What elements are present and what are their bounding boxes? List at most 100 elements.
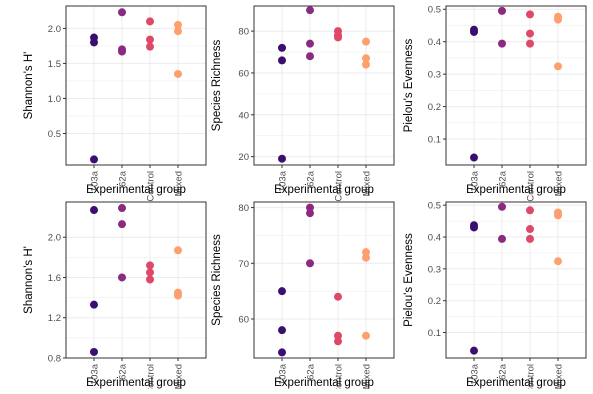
x-axis-title: Experimental group [86,377,186,389]
data-point-control [526,10,534,19]
x-tick-label-mixed: Mixed [362,364,373,389]
panel-6: 0.1 0.2 0.3 0.4 0.5 103a 62a Control MixedExperi… [403,201,587,394]
data-point-mixed [362,54,370,63]
data-point-62a [306,52,314,61]
data-point-control [526,39,534,48]
data-point-103a [470,27,478,36]
data-point-mixed [174,69,182,78]
data-point-103a [470,153,478,162]
data-point-control [146,261,154,270]
data-point-62a [118,204,126,213]
data-point-103a [278,56,286,65]
data-point-mixed [554,62,562,71]
data-point-62a [118,47,126,56]
y-tick-label: 1.6 [48,273,61,284]
data-point-control [146,268,154,277]
x-tick-label-103a: 103a [278,363,289,385]
x-tick-label-62a: 62a [498,363,509,380]
data-point-control [334,331,342,340]
panel-border [253,5,395,166]
data-point-mixed [362,253,370,262]
y-tick-label: 0.3 [428,70,441,81]
data-point-62a [306,203,314,212]
data-point-62a [118,8,126,17]
panel-1: 0.5 1.0 1.5 2.0 103a 62a Control MixedExperimen… [23,5,207,202]
x-tick-label-62a: 62a [118,363,129,380]
panel-3: 0.1 0.2 0.3 0.4 0.5 103a 62a Control MixedExperi… [403,5,587,202]
x-tick-label-mixed: Mixed [554,171,565,196]
x-tick-label-control: Control [526,364,537,389]
y-tick-label: 80 [238,27,249,38]
y-tick-label: 0.1 [428,328,441,339]
data-point-control [526,29,534,38]
data-point-103a [90,206,98,215]
y-tick-label: 0.4 [428,233,441,244]
panel-border [65,201,207,359]
y-tick-label: 20 [238,152,249,163]
x-tick-label-62a: 62a [306,363,317,380]
x-tick-label-62a: 62a [306,170,317,187]
y-tick-label: 80 [238,203,249,214]
y-tick-label: 40 [238,110,249,121]
x-tick-label-103a: 103a [90,363,101,385]
x-axis-title: Experimental group [274,184,374,196]
y-tick-label: 0.4 [428,37,441,48]
data-point-control [146,275,154,284]
data-point-62a [118,220,126,229]
data-point-62a [498,39,506,48]
panel-border [65,5,207,166]
y-axis-title: Shannon's H' [23,246,35,314]
data-point-62a [306,39,314,48]
y-tick-label: 0.5 [428,201,441,212]
y-tick-label: 0.1 [428,135,441,146]
x-tick-label-103a: 103a [470,170,481,192]
x-tick-label-mixed: Mixed [174,171,185,196]
data-point-mixed [174,246,182,255]
data-point-103a [278,348,286,357]
panel-border [445,201,587,359]
data-point-control [526,234,534,243]
data-point-control [526,225,534,234]
x-tick-label-control: Control [334,171,345,202]
data-point-62a [306,259,314,268]
data-point-62a [306,6,314,15]
panel-border [253,201,395,359]
x-tick-label-103a: 103a [90,170,101,192]
data-point-mixed [362,60,370,69]
data-point-103a [278,287,286,296]
data-point-mixed [554,211,562,220]
x-tick-label-103a: 103a [470,363,481,385]
data-point-103a [470,346,478,355]
data-point-mixed [174,20,182,29]
data-point-103a [90,300,98,309]
data-point-control [146,35,154,44]
y-tick-label: 0.8 [48,354,61,365]
panel-4: 0.8 1.2 1.6 2.0 103a 62a Control MixedExperimen… [23,201,207,394]
data-point-mixed [362,37,370,46]
x-tick-label-control: Control [146,171,157,202]
x-tick-label-control: Control [334,364,345,389]
data-point-mixed [362,331,370,340]
data-point-103a [278,326,286,335]
panel-border [445,5,587,166]
data-point-103a [90,38,98,47]
data-point-mixed [174,291,182,300]
y-tick-label: 2.0 [48,233,61,244]
y-axis-title: Shannon's H' [23,52,35,120]
x-axis-title: Experimental group [86,184,186,196]
x-tick-label-control: Control [526,171,537,202]
y-axis-title: Species Richness [211,40,223,132]
y-tick-label: 2.0 [48,24,61,35]
y-tick-label: 0.3 [428,264,441,275]
y-tick-label: 0.2 [428,296,441,307]
y-tick-label: 0.2 [428,102,441,113]
panel-2: 20 40 60 80 103a 62a Control MixedExperimental … [211,5,395,202]
data-point-control [526,206,534,215]
data-point-103a [90,155,98,164]
data-point-mixed [554,257,562,266]
y-tick-label: 1.5 [48,59,61,70]
y-tick-label: 0.5 [428,5,441,16]
